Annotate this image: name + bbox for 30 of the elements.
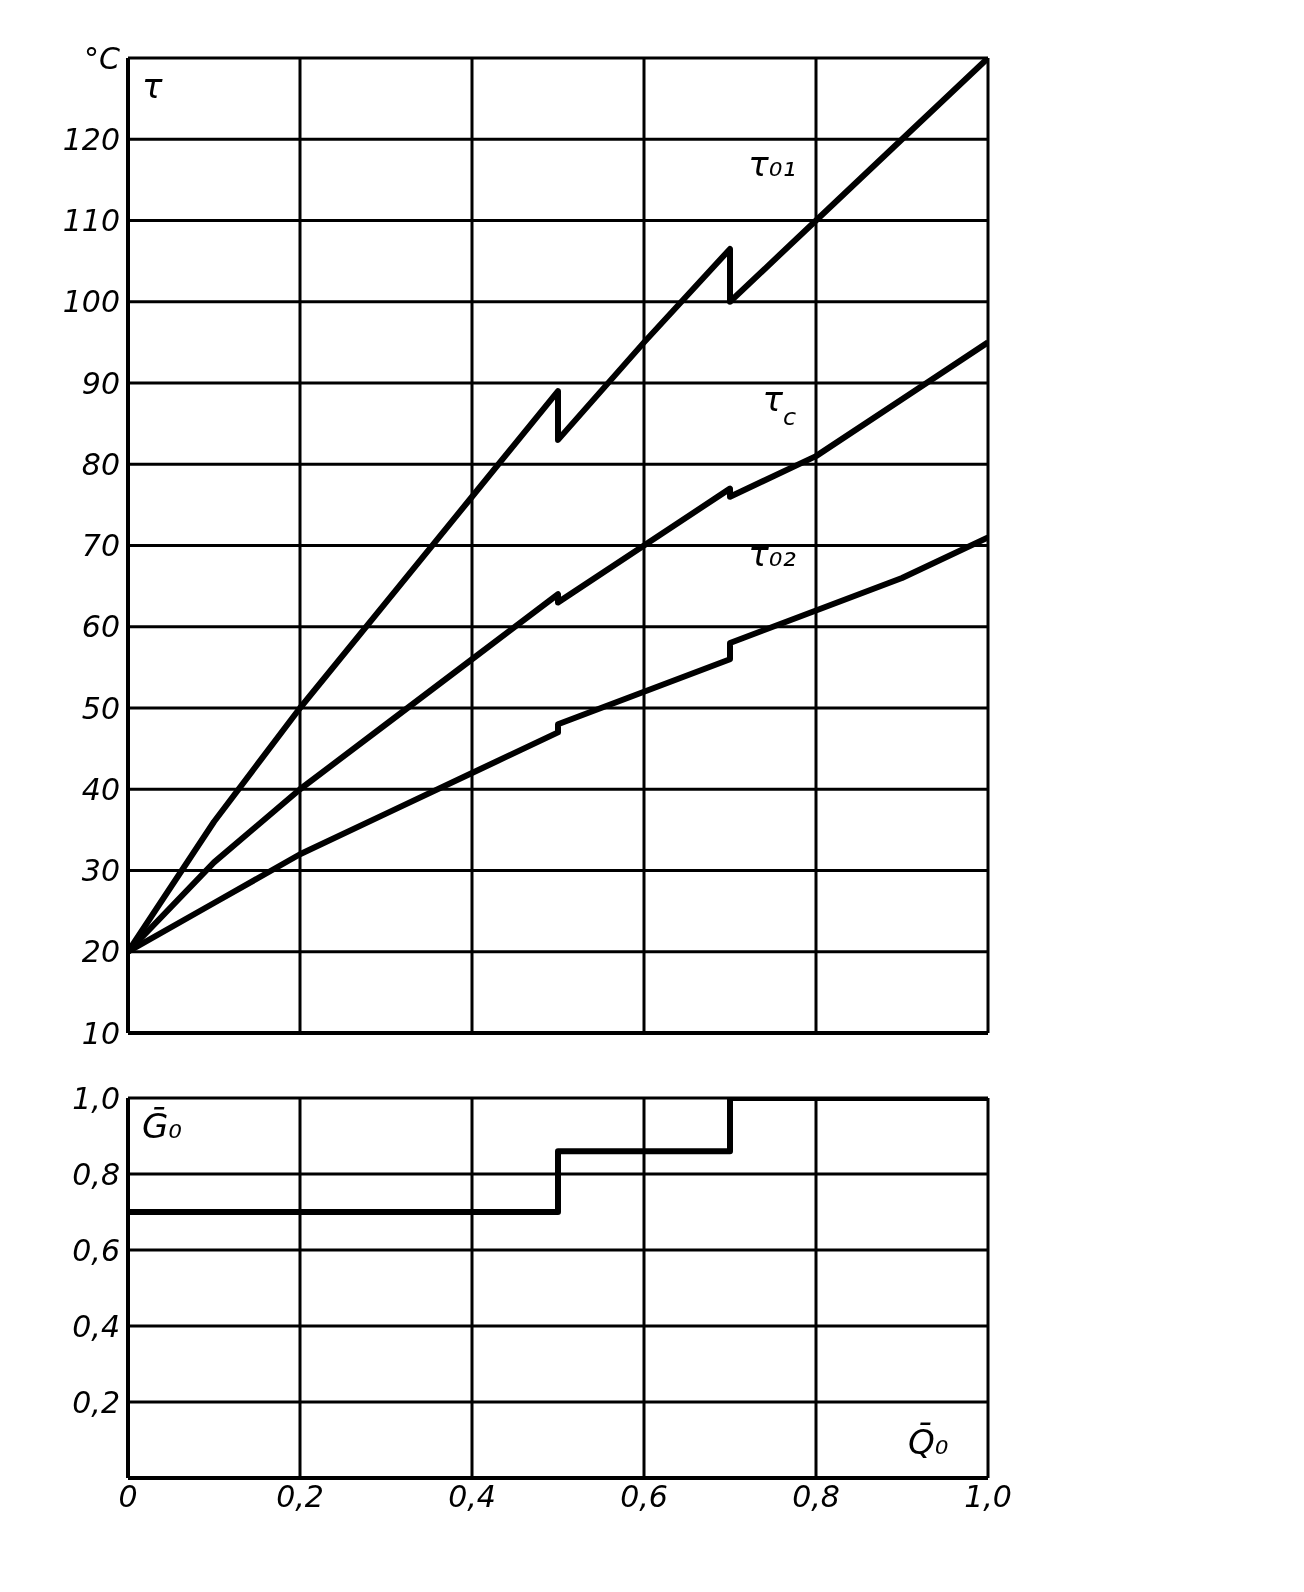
x-tick-label: 1,0 xyxy=(964,1479,1012,1515)
y-tick-label: 100 xyxy=(62,284,120,320)
x-tick-label: 0,4 xyxy=(448,1479,496,1515)
y-tick-label: 1,0 xyxy=(72,1080,120,1116)
y-tick-label: 80 xyxy=(81,446,120,482)
y-tick-label: 0,6 xyxy=(72,1232,120,1268)
y-tick-label: 0,4 xyxy=(72,1308,120,1344)
y-axis-title: τ xyxy=(142,66,163,106)
series-label: τ₀₁ xyxy=(748,143,796,184)
series-label: τ$_{c}$ xyxy=(762,379,796,432)
series-label: τ₀₂ xyxy=(748,533,797,574)
y-tick-label: 20 xyxy=(81,934,120,970)
y-tick-label: 120 xyxy=(62,121,120,157)
y-tick-label: 70 xyxy=(81,528,120,564)
y-tick-label: 50 xyxy=(81,690,120,726)
x-axis-title: Q̄₀ xyxy=(908,1422,949,1462)
y-tick-label: 0,8 xyxy=(72,1156,120,1192)
x-tick-label: 0 xyxy=(118,1479,138,1515)
y-tick-label: 30 xyxy=(81,853,120,889)
y-axis-title: Ḡ₀ xyxy=(142,1106,182,1146)
y-tick-label: 10 xyxy=(81,1015,120,1051)
x-tick-label: 0,8 xyxy=(792,1479,840,1515)
y-tick-label: 40 xyxy=(81,771,120,807)
y-tick-label: °C xyxy=(84,40,121,76)
x-tick-label: 0,6 xyxy=(620,1479,668,1515)
y-tick-label: 60 xyxy=(81,609,120,645)
x-tick-label: 0,2 xyxy=(276,1479,324,1515)
y-tick-label: 110 xyxy=(62,203,120,239)
y-tick-label: 90 xyxy=(81,365,120,401)
y-tick-label: 0,2 xyxy=(72,1384,120,1420)
